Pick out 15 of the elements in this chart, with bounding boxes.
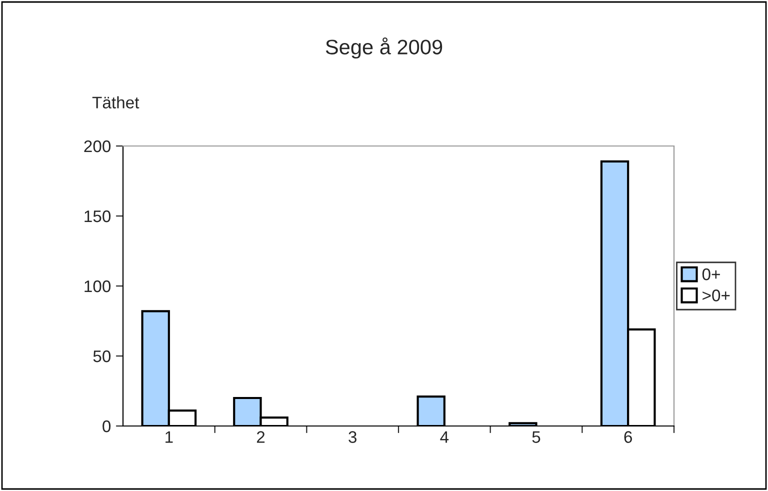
x-tick-label: 5 [532, 431, 540, 443]
y-tick-label: 200 [84, 140, 111, 152]
y-axis-title: Täthet [92, 96, 140, 108]
x-tick-label: 6 [624, 431, 632, 443]
chart-title: Sege å 2009 [326, 37, 442, 59]
y-tick-label: 150 [84, 210, 111, 222]
x-tick-label: 4 [440, 431, 449, 443]
x-tick-label: 2 [256, 431, 265, 443]
y-tick-label: 100 [84, 280, 111, 292]
y-tick-label: 50 [93, 350, 111, 362]
legend-label: >0+ [702, 290, 730, 302]
x-tick-label: 1 [166, 431, 173, 443]
y-tick-label: 0 [102, 420, 111, 432]
legend-label: 0+ [702, 268, 720, 280]
x-tick-label: 3 [348, 431, 356, 443]
